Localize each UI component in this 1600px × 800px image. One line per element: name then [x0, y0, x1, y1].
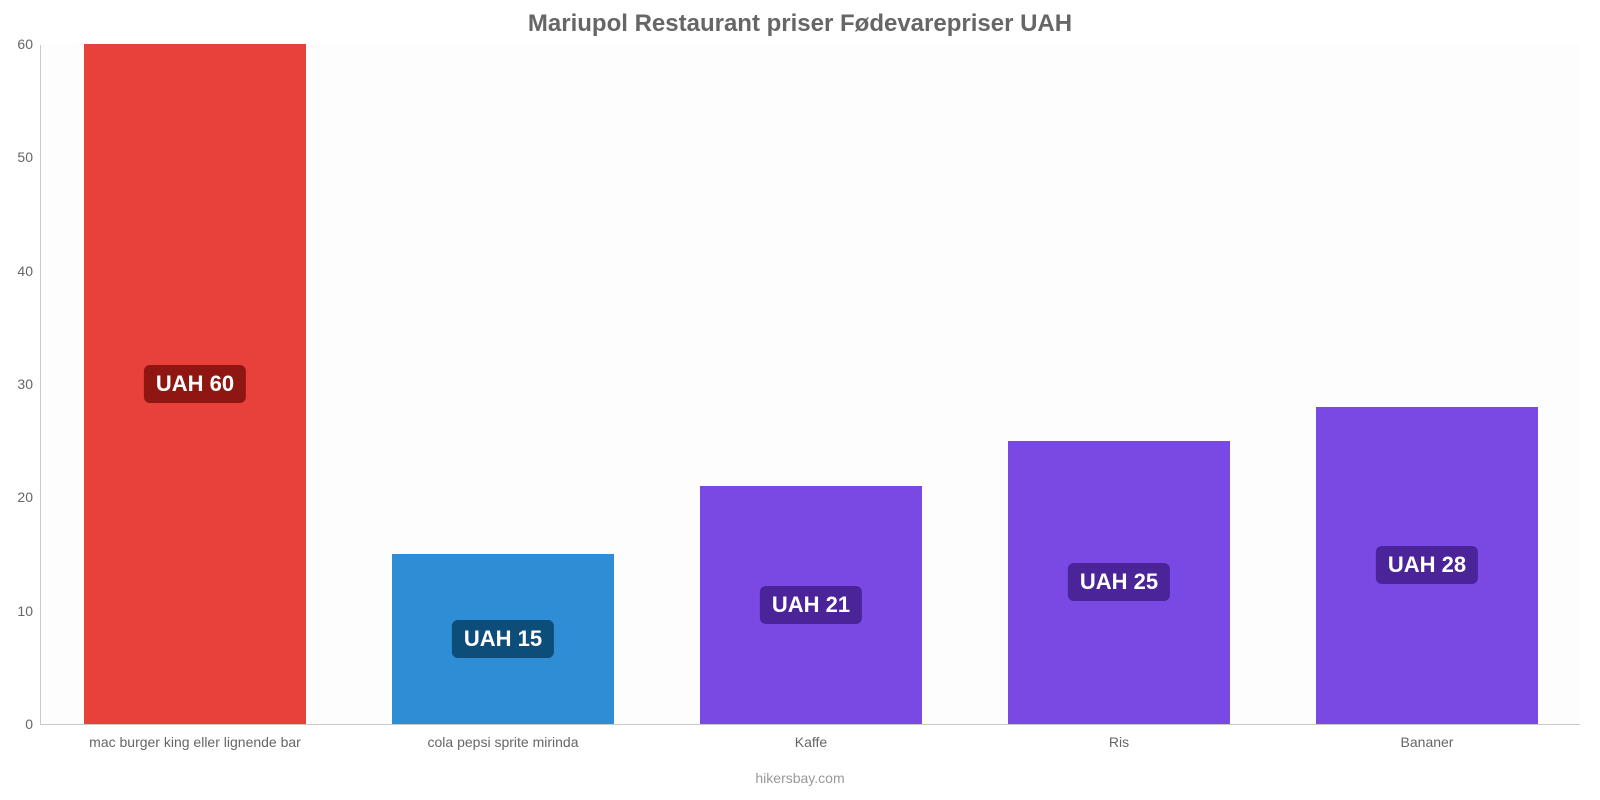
y-tick-label: 10 [17, 603, 33, 619]
y-tick-label: 0 [25, 716, 33, 732]
bar-value-badge: UAH 60 [144, 365, 246, 403]
plot-area: 0102030405060UAH 60mac burger king eller… [40, 45, 1580, 725]
bar-value-badge: UAH 28 [1376, 546, 1478, 584]
chart-title: Mariupol Restaurant priser Fødevareprise… [0, 10, 1600, 38]
x-tick-label: Kaffe [795, 734, 827, 750]
y-tick-label: 20 [17, 489, 33, 505]
bar-value-badge: UAH 25 [1068, 563, 1170, 601]
x-tick-label: mac burger king eller lignende bar [89, 734, 301, 750]
price-chart: Mariupol Restaurant priser Fødevareprise… [0, 0, 1600, 800]
x-tick-label: Ris [1109, 734, 1129, 750]
chart-footer: hikersbay.com [0, 770, 1600, 786]
bar-value-badge: UAH 21 [760, 586, 862, 624]
bar-value-badge: UAH 15 [452, 620, 554, 658]
y-tick-label: 40 [17, 263, 33, 279]
y-tick-label: 60 [17, 36, 33, 52]
x-tick-label: Bananer [1401, 734, 1454, 750]
x-tick-label: cola pepsi sprite mirinda [428, 734, 579, 750]
y-tick-label: 50 [17, 149, 33, 165]
y-tick-label: 30 [17, 376, 33, 392]
